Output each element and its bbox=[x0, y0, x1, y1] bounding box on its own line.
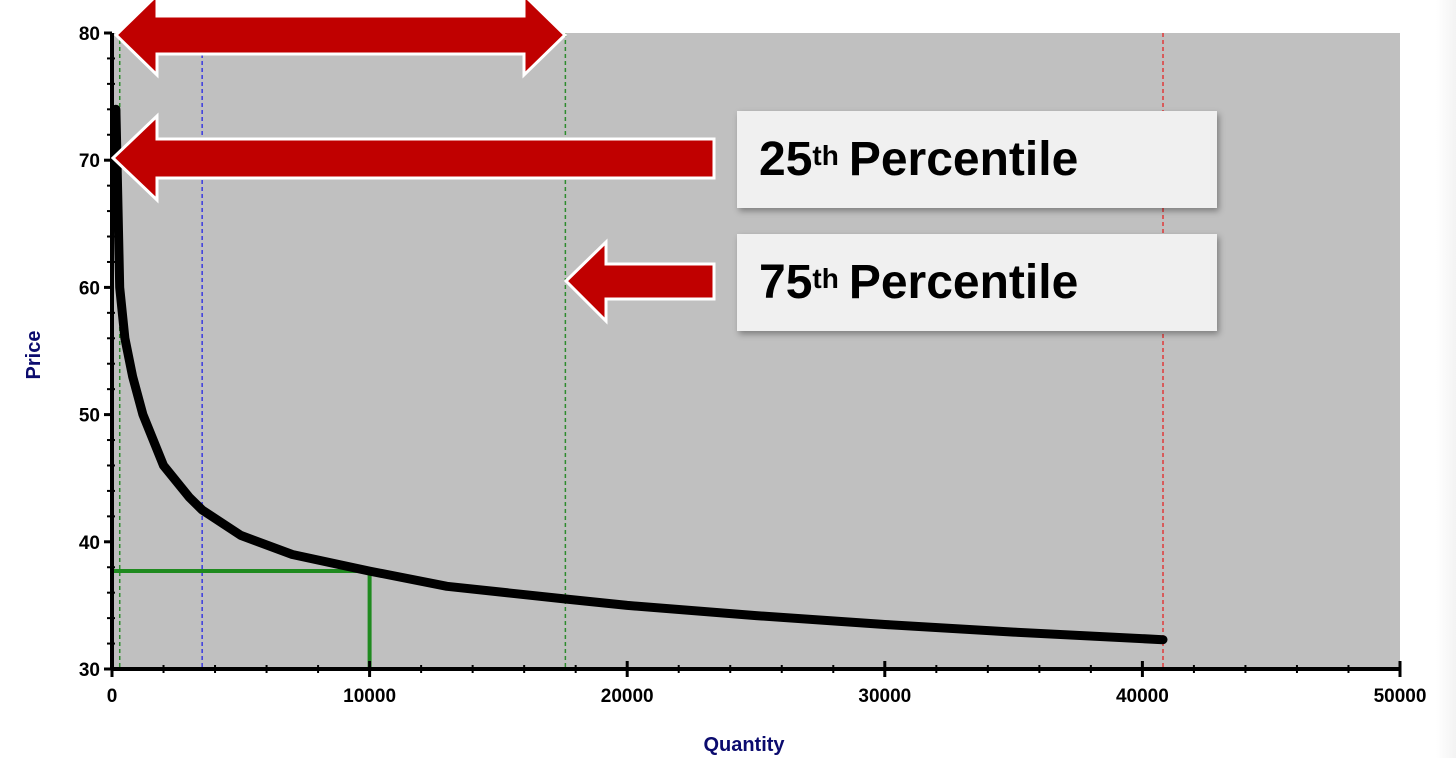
x-tick-label: 40000 bbox=[1116, 686, 1169, 707]
series-point-0-8 bbox=[238, 532, 244, 538]
series-point-0-11 bbox=[444, 583, 450, 589]
series-line-0 bbox=[111, 104, 1168, 645]
series-point-0-4 bbox=[140, 412, 146, 418]
x-tick-label: 30000 bbox=[858, 686, 911, 707]
series-point-0-5 bbox=[161, 462, 167, 468]
series-layer bbox=[111, 104, 1168, 645]
y-tick-label: 80 bbox=[79, 24, 100, 45]
series-point-0-9 bbox=[289, 552, 295, 558]
series-point-0-14 bbox=[753, 613, 759, 619]
callout-75-text: Percentile bbox=[848, 255, 1079, 309]
callout-75-suffix: th bbox=[812, 262, 839, 294]
y-tick-label: 30 bbox=[79, 660, 100, 681]
axes: 30 40 50 60 70 80 0 10000 20000 30000 40000 50000 bbox=[79, 24, 1427, 707]
arrows bbox=[110, 0, 716, 325]
y-tick-label: 40 bbox=[79, 533, 100, 554]
y-axis-title: Price bbox=[23, 331, 45, 380]
series-point-0-2 bbox=[122, 335, 128, 341]
x-axis-title: Quantity bbox=[703, 734, 785, 756]
series-point-0-3 bbox=[130, 373, 136, 379]
y-tick-label: 70 bbox=[79, 151, 100, 172]
x-tick-label: 10000 bbox=[343, 686, 396, 707]
series-point-0-16 bbox=[1011, 629, 1017, 635]
x-tick-label: 50000 bbox=[1374, 686, 1427, 707]
series-point-0-10 bbox=[367, 568, 373, 574]
callout-25-suffix: th bbox=[812, 139, 839, 171]
y-tick-label: 50 bbox=[79, 406, 100, 427]
series-point-0-6 bbox=[186, 494, 192, 500]
highlight-lines bbox=[112, 569, 372, 669]
series-point-0-17 bbox=[1160, 637, 1166, 643]
series-point-0-0 bbox=[113, 106, 119, 112]
arrow-75th-percentile bbox=[563, 238, 716, 325]
series-point-0-13 bbox=[624, 602, 630, 608]
series-point-0-1 bbox=[117, 284, 123, 290]
series-point-0-7 bbox=[199, 507, 205, 513]
series-point-0-12 bbox=[562, 596, 568, 602]
y-tick-label: 60 bbox=[79, 278, 100, 299]
x-tick-label: 0 bbox=[107, 686, 118, 707]
x-tick-label: 20000 bbox=[601, 686, 654, 707]
series-point-0-15 bbox=[882, 621, 888, 627]
double-headed-arrow bbox=[113, 0, 568, 79]
callout-75-number: 75 bbox=[759, 255, 813, 309]
callout-25-number: 25 bbox=[759, 132, 813, 186]
callout-25-text: Percentile bbox=[848, 132, 1079, 186]
right-edge-strip bbox=[1436, 0, 1456, 758]
arrow-25th-percentile bbox=[110, 112, 716, 204]
